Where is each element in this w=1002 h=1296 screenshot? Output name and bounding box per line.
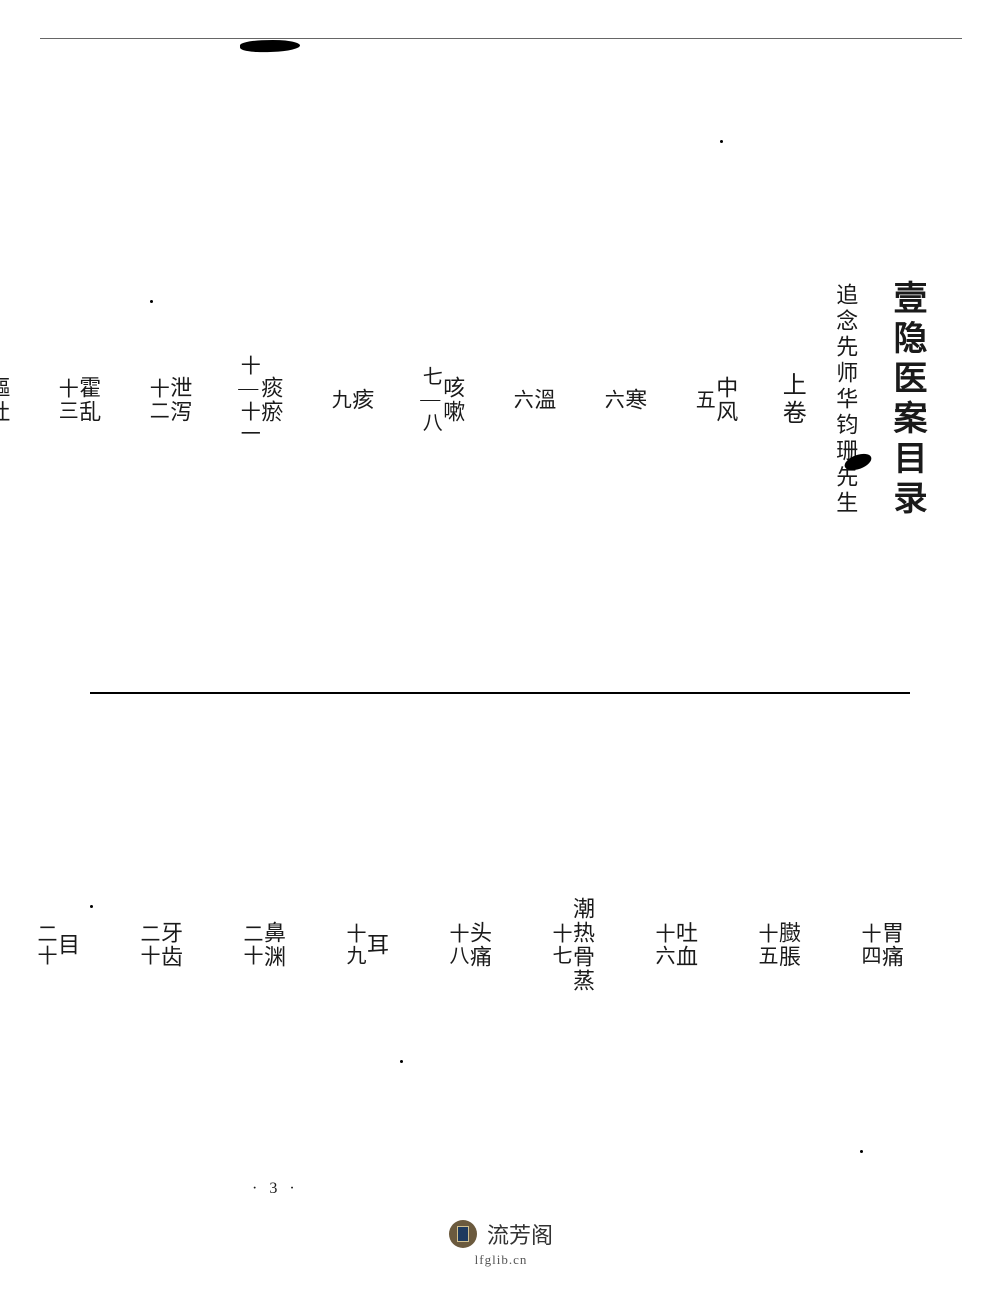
toc-entry-page: 十五 <box>756 923 776 967</box>
toc-entry-label: 牙齿 <box>159 921 181 969</box>
toc-entry-page: 十三 <box>56 378 76 422</box>
toc-entry: 霍乱十三 <box>56 120 99 680</box>
toc-entry-label: 嘔吐 <box>0 376 8 424</box>
book-title: 壹隐医案目录 <box>885 120 926 680</box>
toc-entry-label: 痰瘀 <box>259 376 281 424</box>
toc-entry-label: 目 <box>56 933 78 957</box>
toc-entry-label: 头痛 <box>468 921 490 969</box>
volume-heading: 上卷 <box>774 120 809 680</box>
toc-entry-page: 五 <box>693 389 713 411</box>
toc-entry: 痰瘀十—十一 <box>238 120 281 680</box>
toc-entry-page: 十九 <box>344 923 364 967</box>
toc-entry-page: 九 <box>329 389 349 411</box>
toc-entry: 嘔吐十三 <box>0 120 8 680</box>
toc-entry-page: 二十 <box>35 923 55 967</box>
page-number: · 3 · <box>252 1180 299 1198</box>
top-rule <box>40 38 962 39</box>
toc-entry-page: 六 <box>602 389 622 411</box>
toc-entry-page: 十—十一 <box>238 355 258 445</box>
dedication-line: 追念先师华钧珊先生 <box>829 120 861 680</box>
toc-entry: 鼻渊二十 <box>241 710 284 1180</box>
toc-entry-page: 十七 <box>550 923 570 967</box>
toc-entry-label: 溫 <box>532 388 554 412</box>
site-url: lfglib.cn <box>475 1252 528 1268</box>
toc-entry-label: 耳 <box>365 933 387 957</box>
scan-smudge <box>240 39 300 53</box>
toc-entry-page: 六 <box>511 389 531 411</box>
scan-speck <box>90 905 93 908</box>
toc-entry: 咳嗽七—八 <box>420 120 463 680</box>
toc-entry-page: 二十 <box>138 923 158 967</box>
toc-entry: 吐血十六 <box>653 710 696 1180</box>
scan-speck <box>150 300 153 303</box>
toc-entry-label: 臌脹 <box>777 921 799 969</box>
site-name: 流芳阁 <box>487 1218 553 1250</box>
toc-entry-label: 中风 <box>714 376 736 424</box>
toc-entry: 耳十九 <box>344 710 387 1180</box>
toc-entry-label: 痎 <box>350 388 372 412</box>
toc-entry-label: 胃痛 <box>880 921 902 969</box>
scan-speck <box>720 140 723 143</box>
toc-entry-label: 潮热骨蒸 <box>571 897 593 993</box>
toc-entry-page: 二十 <box>241 923 261 967</box>
toc-entry: 痎九 <box>329 120 372 680</box>
scan-speck <box>400 1060 403 1063</box>
toc-entry: 目二十 <box>35 710 78 1180</box>
toc-entry: 头痛十八 <box>447 710 490 1180</box>
scan-speck <box>860 1150 863 1153</box>
toc-entry-label: 咳嗽 <box>441 376 463 424</box>
toc-entry-label: 吐血 <box>674 921 696 969</box>
toc-entry: 寒六 <box>602 120 645 680</box>
half-divider <box>90 692 910 694</box>
toc-entry: 臌脹十五 <box>756 710 799 1180</box>
site-watermark: 流芳阁 lfglib.cn <box>0 1218 1002 1268</box>
toc-entry-label: 寒 <box>623 388 645 412</box>
lower-half: 胃痛十四臌脹十五吐血十六潮热骨蒸十七头痛十八耳十九鼻渊二十牙齿二十目二十咽喉二十… <box>0 710 932 1180</box>
toc-entry-label: 鼻渊 <box>262 921 284 969</box>
toc-entry-page: 十四 <box>859 923 879 967</box>
toc-entry: 牙齿二十 <box>138 710 181 1180</box>
toc-entry-label: 泄泻 <box>168 376 190 424</box>
toc-entry: 溫六 <box>511 120 554 680</box>
toc-entry-page: 七—八 <box>420 366 440 434</box>
toc-entry: 潮热骨蒸十七 <box>550 710 593 1180</box>
upper-half: 壹隐医案目录 追念先师华钧珊先生 上卷 中风五寒六溫六咳嗽七—八痎九痰瘀十—十一… <box>0 120 932 680</box>
toc-entry-page: 十八 <box>447 923 467 967</box>
toc-entry: 中风五 <box>693 120 736 680</box>
toc-entry-page: 十六 <box>653 923 673 967</box>
toc-entry-label: 霍乱 <box>77 376 99 424</box>
site-logo-icon <box>449 1220 477 1248</box>
toc-entry-page: 十二 <box>147 378 167 422</box>
toc-entry: 泄泻十二 <box>147 120 190 680</box>
toc-entry: 胃痛十四 <box>859 710 902 1180</box>
watermark-row: 流芳阁 <box>449 1218 553 1250</box>
book-icon <box>457 1226 469 1242</box>
scanned-page: 壹隐医案目录 追念先师华钧珊先生 上卷 中风五寒六溫六咳嗽七—八痎九痰瘀十—十一… <box>0 0 1002 1296</box>
